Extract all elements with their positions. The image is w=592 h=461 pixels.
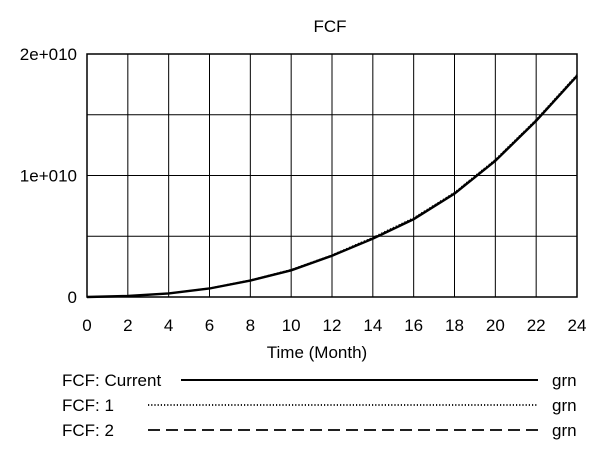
x-tick-label: 8 <box>246 316 255 335</box>
series-line-2 <box>86 74 578 298</box>
x-tick-label: 6 <box>205 316 214 335</box>
x-tick-label: 0 <box>82 316 91 335</box>
x-tick-label: 14 <box>363 316 382 335</box>
x-tick-label: 16 <box>404 316 423 335</box>
legend-label: FCF: 2 <box>62 421 114 440</box>
x-tick-label: 4 <box>164 316 173 335</box>
legend-unit: grn <box>552 421 577 440</box>
legend-unit: grn <box>552 396 577 415</box>
legend: FCF: Current grn FCF: 1 grn FCF: 2 grn <box>62 371 577 440</box>
y-tick-label: 1e+010 <box>20 167 77 186</box>
plot-frame <box>86 53 578 298</box>
series-line-3 <box>86 74 578 298</box>
x-tick-label: 20 <box>486 316 505 335</box>
x-tick-label: 2 <box>123 316 132 335</box>
legend-unit: grn <box>552 371 577 390</box>
x-tick-labels: 0 2 4 6 8 10 12 14 16 18 20 22 24 <box>82 316 586 335</box>
x-axis-label: Time (Month) <box>267 343 367 362</box>
x-tick-label: 12 <box>323 316 342 335</box>
x-tick-label: 24 <box>568 316 587 335</box>
x-tick-label: 10 <box>282 316 301 335</box>
series-layer <box>86 74 578 299</box>
chart-title: FCF <box>313 17 346 36</box>
legend-label: FCF: Current <box>62 371 161 390</box>
x-tick-label: 22 <box>527 316 546 335</box>
y-tick-labels: 0 1e+010 2e+010 <box>20 45 77 307</box>
y-tick-label: 2e+010 <box>20 45 77 64</box>
grid-lines <box>86 53 578 298</box>
y-tick-label: 0 <box>68 288 77 307</box>
legend-label: FCF: 1 <box>62 396 114 415</box>
x-tick-label: 18 <box>445 316 464 335</box>
